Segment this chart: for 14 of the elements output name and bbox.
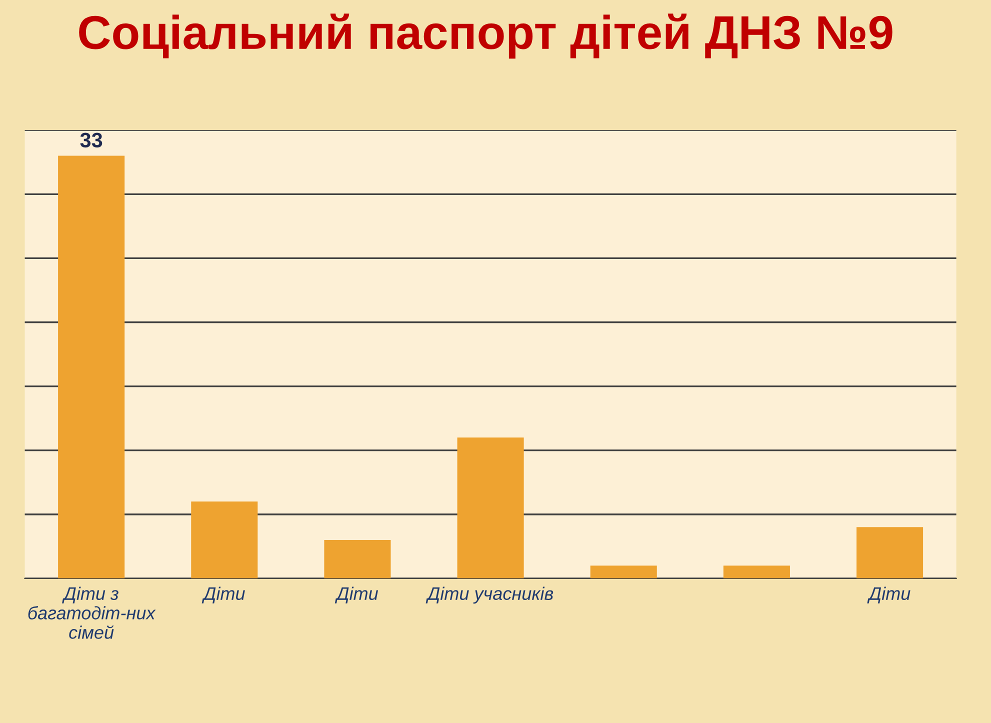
bar (723, 566, 790, 578)
bar (856, 527, 924, 578)
x-tick-label: Діти (202, 586, 245, 604)
data-label: 33 (80, 132, 102, 148)
bar (457, 438, 524, 578)
bar (324, 540, 391, 578)
chart-title: Соціальний паспорт дітей ДНЗ №9 (79, 14, 892, 59)
x-tick-label: Діти учасників (426, 586, 554, 604)
x-tick-label: Діти (334, 586, 378, 604)
x-tick-label: Діти з багатодіт-них сімей (28, 586, 156, 639)
x-tick-label: Діти (867, 586, 910, 604)
bar (191, 502, 258, 578)
bar (58, 156, 125, 578)
bar (590, 566, 657, 578)
